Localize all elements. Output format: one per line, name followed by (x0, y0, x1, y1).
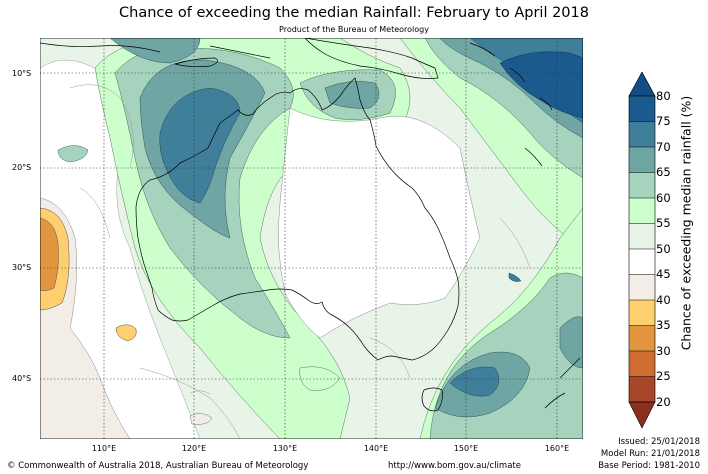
new-caledonia (524, 147, 543, 167)
lat-label-40s: 40°S (12, 374, 32, 383)
colorbar-25-30 (629, 351, 655, 377)
indonesia (40, 42, 271, 59)
region-70-75-spot (508, 272, 522, 282)
colorbar-tick-40: 40 (656, 293, 671, 307)
region-60-65-nw (57, 145, 89, 163)
colorbar-tick-25: 25 (656, 369, 671, 383)
rainfall-outlook-map (40, 38, 583, 439)
region-35-40-spot (115, 324, 137, 342)
colorbar-under-triangle (628, 401, 656, 429)
colorbar-60-65 (629, 172, 655, 198)
region-70-75-east (449, 366, 500, 397)
colorbar-tick-20: 20 (656, 395, 671, 409)
issued-date: Issued: 25/01/2018 (618, 437, 700, 447)
lon-label-130e: 130°E (272, 444, 298, 453)
new-zealand (544, 357, 581, 409)
new-guinea (304, 38, 439, 79)
contour-lines (69, 84, 531, 439)
colorbar-tick-80: 80 (656, 89, 671, 103)
colorbar-50-55 (629, 223, 655, 249)
coastline (40, 38, 581, 412)
colorbar-over-triangle (628, 72, 656, 97)
map-title: Chance of exceeding the median Rainfall:… (119, 5, 589, 21)
colorbar-tick-75: 75 (656, 114, 671, 128)
colorbar-tick-50: 50 (656, 242, 671, 256)
colorbar-tick-65: 65 (656, 165, 671, 179)
colorbar-title: Chance of exceeding median rainfall (%) (678, 95, 694, 351)
colorbar-20-25 (629, 376, 655, 402)
lat-label-20s: 20°S (12, 163, 32, 172)
colorbar-65-70 (629, 147, 655, 173)
region-75-80-ne (499, 51, 583, 119)
colorbar-tick-35: 35 (656, 318, 671, 332)
region-45-50-central (278, 107, 481, 339)
lat-label-30s: 30°S (12, 263, 32, 272)
colorbar-tick-60: 60 (656, 191, 671, 205)
colorbar-75-80 (629, 96, 655, 122)
model-run-date: Model Run: 21/01/2018 (600, 449, 700, 459)
bom-url-link[interactable]: http://www.bom.gov.au/climate (388, 461, 521, 471)
lat-label-10s: 10°S (12, 69, 32, 78)
colorbar (628, 72, 656, 429)
copyright-text: © Commonwealth of Australia 2018, Austra… (7, 461, 309, 471)
colorbar-tick-70: 70 (656, 140, 671, 154)
map-subtitle: Product of the Bureau of Meteorology (279, 25, 429, 34)
colorbar-tick-45: 45 (656, 267, 671, 281)
graticule (40, 38, 583, 439)
lon-label-150e: 150°E (453, 444, 479, 453)
region-30-35-west (40, 217, 59, 291)
australia-mainland (135, 77, 460, 361)
colorbar-35-40 (629, 300, 655, 326)
islands-ne (469, 42, 553, 111)
colorbar-45-50 (629, 249, 655, 275)
lon-label-110e: 110°E (91, 444, 117, 453)
region-40-45-spot (189, 413, 213, 425)
colorbar-tick-30: 30 (656, 344, 671, 358)
region-55-60-south-spot (299, 366, 341, 391)
lon-label-120e: 120°E (181, 444, 207, 453)
colorbar-40-45 (629, 274, 655, 300)
tasmania (421, 387, 443, 412)
colorbar-tick-55: 55 (656, 216, 671, 230)
colorbar-70-75 (629, 121, 655, 147)
colorbar-55-60 (629, 198, 655, 224)
base-period: Base Period: 1981-2010 (598, 461, 700, 471)
lon-label-140e: 140°E (363, 444, 389, 453)
lon-label-160e: 160°E (544, 444, 570, 453)
timor (174, 57, 218, 68)
colorbar-30-35 (629, 325, 655, 351)
region-65-70-far-east (559, 316, 583, 369)
